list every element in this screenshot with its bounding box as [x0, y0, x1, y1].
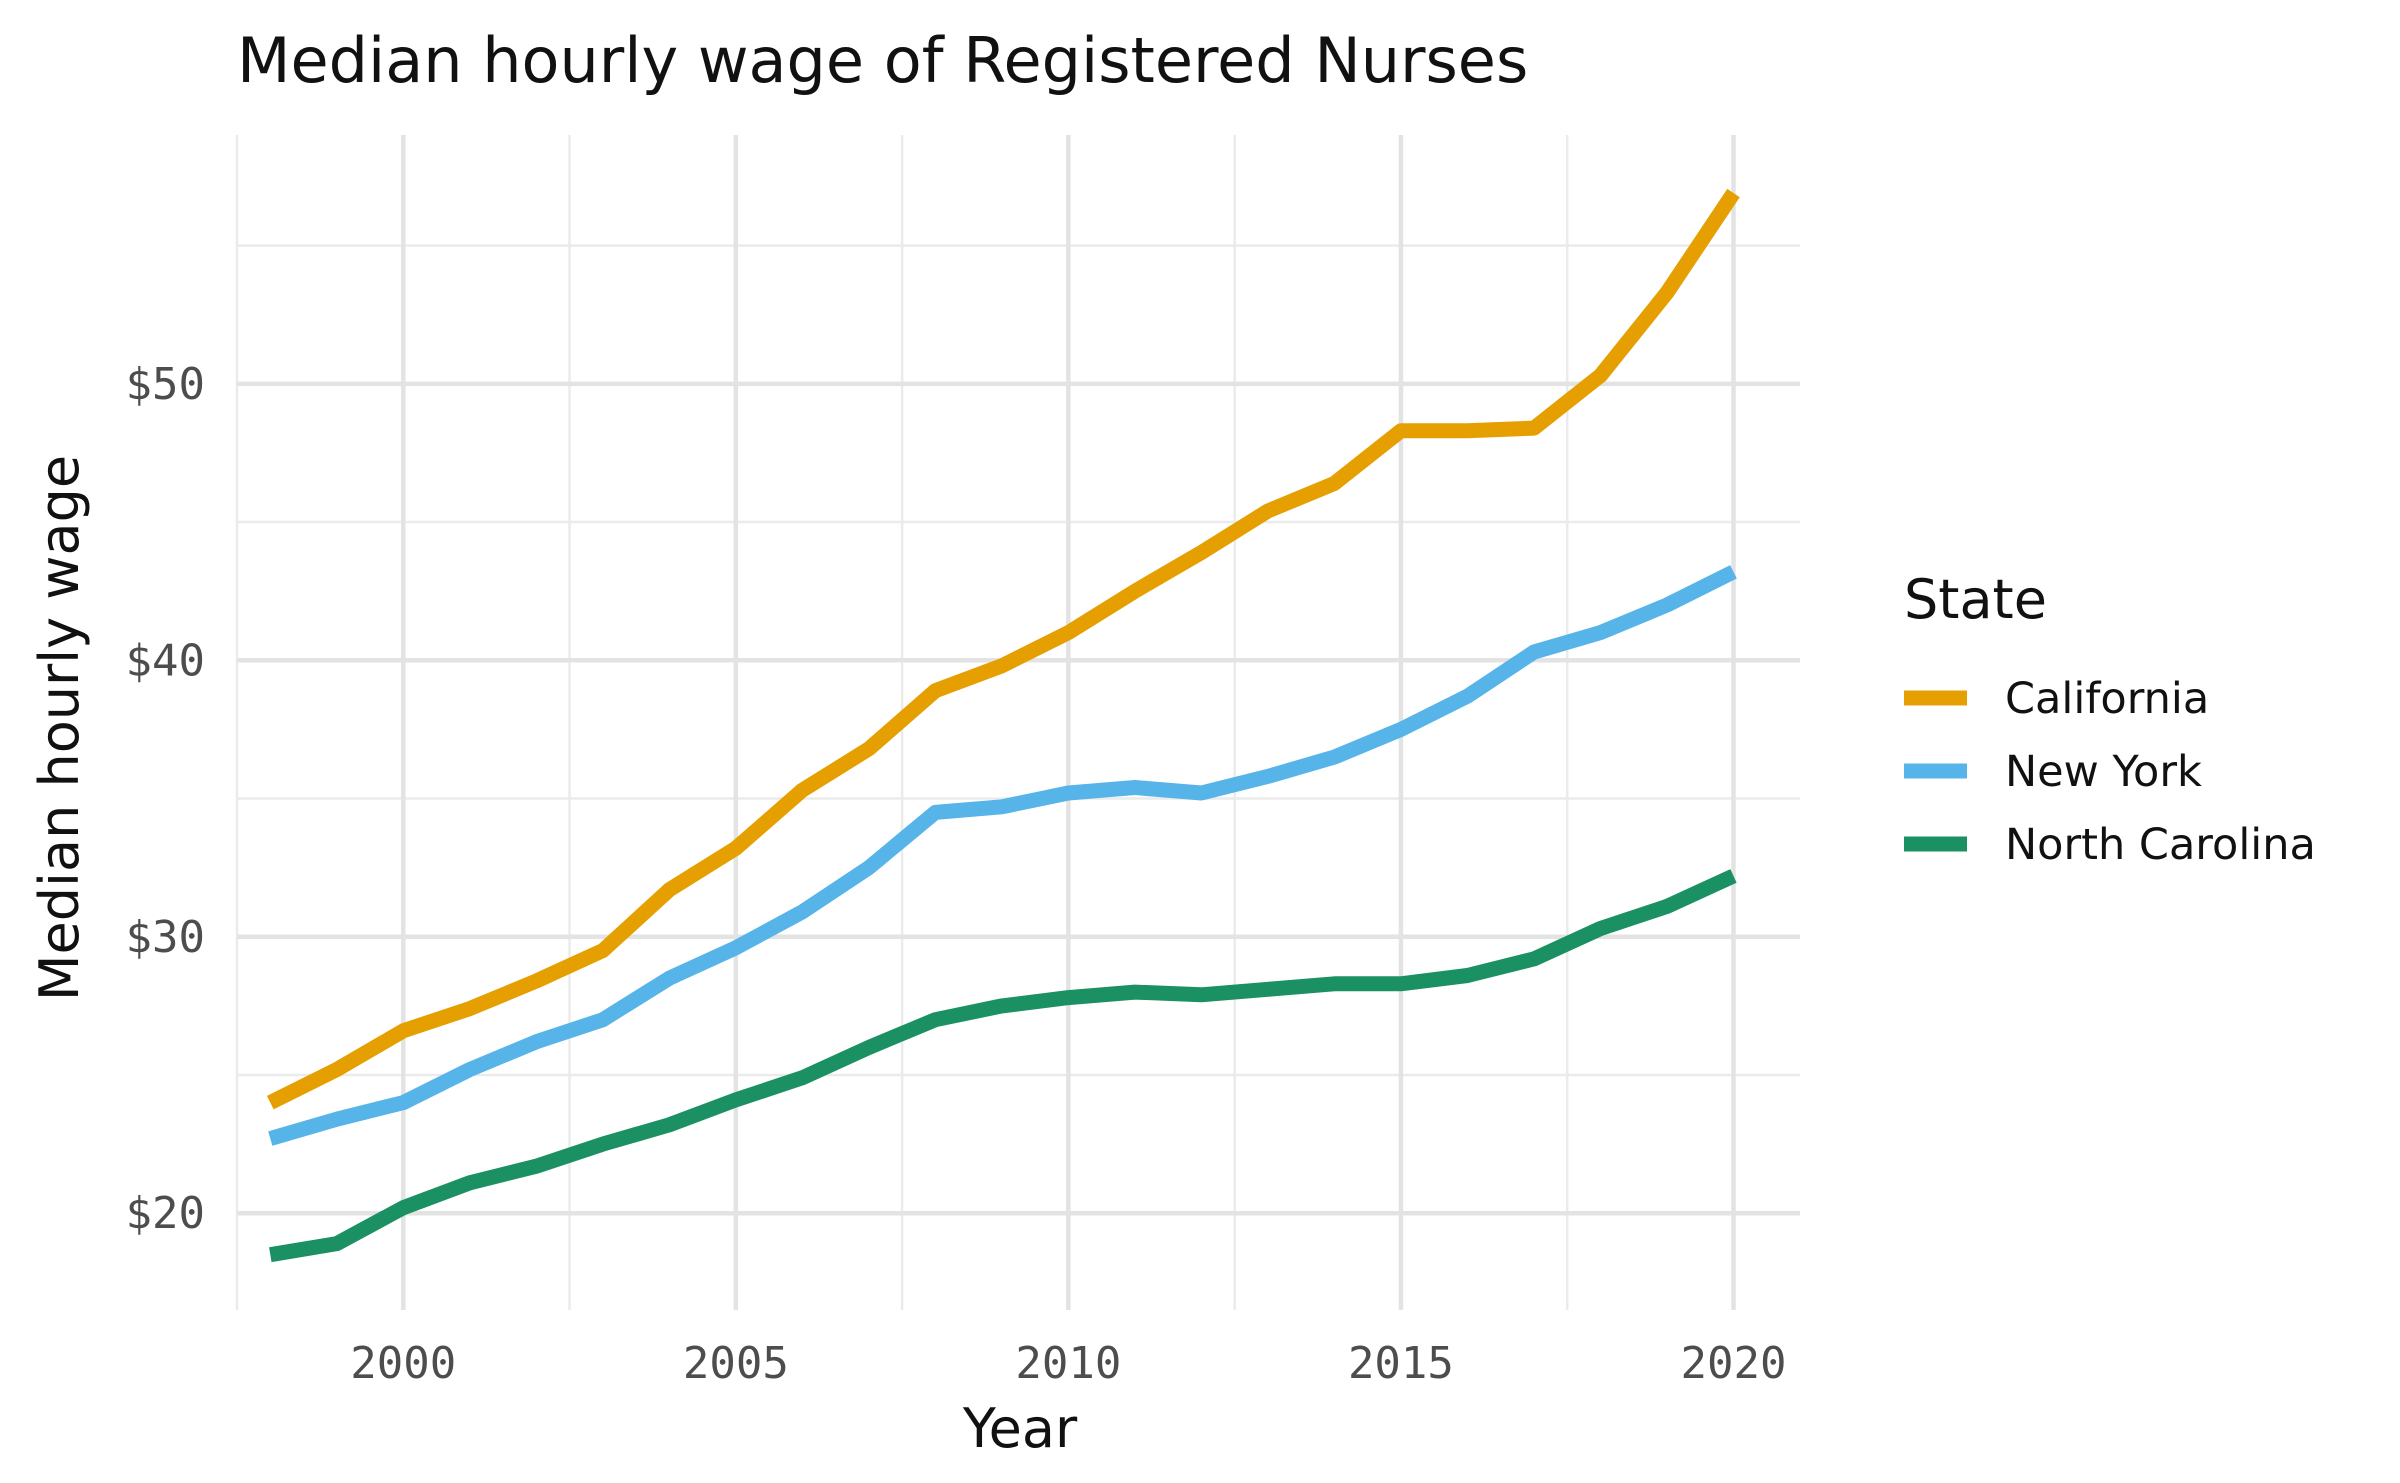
legend-title: State	[1904, 568, 2047, 631]
y-axis-ticks: $20 $30 $40 $50	[126, 359, 205, 1239]
series-lines	[266, 188, 1740, 1263]
x-axis-ticks: 2000 2005 2010 2015 2020	[350, 1338, 1786, 1389]
y-tick-label: $20	[126, 1188, 205, 1239]
x-tick-label: 2000	[350, 1338, 456, 1389]
legend: State California New York North Carolina	[1904, 568, 2316, 870]
y-axis-title: Median hourly wage	[28, 455, 91, 1001]
x-tick-label: 2005	[683, 1338, 789, 1389]
y-tick-label: $50	[126, 359, 205, 410]
chart-title: Median hourly wage of Registered Nurses	[237, 24, 1528, 97]
x-tick-label: 2015	[1348, 1338, 1454, 1389]
legend-label: North Carolina	[2005, 820, 2316, 870]
legend-label: California	[2005, 674, 2209, 724]
y-tick-label: $30	[126, 912, 205, 963]
y-tick-label: $40	[126, 635, 205, 686]
series-line-california	[266, 188, 1740, 1110]
series-line-north-carolina	[269, 869, 1737, 1263]
x-axis-title: Year	[962, 1397, 1078, 1460]
grid	[235, 135, 1800, 1310]
x-tick-label: 2020	[1681, 1338, 1787, 1389]
x-tick-label: 2010	[1015, 1338, 1121, 1389]
series-line-new-york	[268, 565, 1737, 1146]
legend-label: New York	[2005, 747, 2202, 797]
legend-items: California New York North Carolina	[1904, 674, 2316, 870]
